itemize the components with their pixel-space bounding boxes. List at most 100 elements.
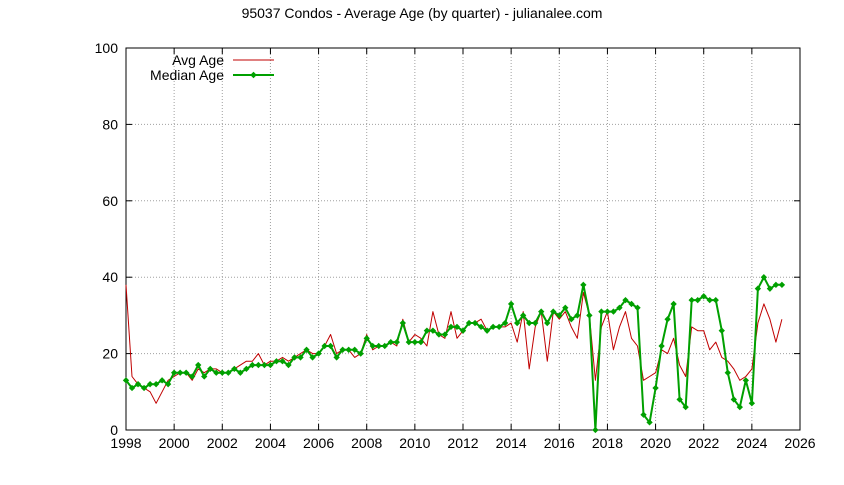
x-tick-label: 2004: [255, 435, 286, 451]
data-point: [140, 384, 148, 392]
data-point: [562, 304, 569, 311]
data-point: [604, 308, 611, 315]
data-point: [477, 323, 485, 331]
data-point: [700, 293, 707, 300]
data-point: [339, 346, 346, 353]
data-point: [718, 327, 725, 334]
data-point: [327, 342, 334, 350]
data-point: [134, 380, 142, 388]
data-point: [333, 354, 340, 361]
data-point: [550, 308, 557, 315]
data-point: [694, 296, 701, 304]
data-point: [495, 323, 503, 331]
data-point: [538, 308, 545, 315]
data-point: [393, 338, 400, 346]
data-point: [742, 377, 750, 384]
x-tick-label: 2020: [640, 435, 671, 451]
y-tick-label: 100: [95, 40, 119, 56]
data-point: [201, 373, 208, 380]
data-point: [724, 369, 731, 376]
data-point: [646, 419, 653, 426]
y-tick-label: 60: [102, 193, 118, 209]
data-point: [267, 361, 274, 369]
data-point: [303, 346, 310, 353]
data-point: [315, 350, 322, 357]
data-point: [351, 346, 358, 353]
data-point: [748, 400, 756, 407]
data-point: [435, 331, 443, 338]
y-tick-label: 40: [102, 269, 118, 285]
data-point: [501, 319, 509, 327]
data-point: [556, 312, 563, 319]
data-point: [345, 346, 352, 353]
data-point: [195, 361, 202, 369]
data-point: [441, 331, 449, 338]
data-point: [459, 327, 467, 334]
data-point: [610, 308, 617, 315]
data-point: [682, 403, 689, 411]
data-point: [381, 342, 388, 350]
x-tick-label: 1998: [110, 435, 141, 451]
data-point: [369, 342, 376, 350]
data-point: [447, 323, 455, 331]
data-point: [766, 285, 774, 292]
x-tick-label: 2010: [399, 435, 430, 451]
x-tick-label: 2006: [303, 435, 334, 451]
data-point: [592, 426, 599, 434]
data-point: [760, 274, 768, 281]
series-line-avg-age: [125, 284, 783, 404]
data-point: [243, 365, 250, 373]
x-tick-label: 2022: [688, 435, 719, 451]
data-point: [164, 380, 172, 388]
data-point: [520, 312, 527, 319]
series-lines: [122, 274, 786, 434]
data-point: [489, 323, 497, 331]
axes: 1998 2000 2002 2004 2006 2008 2010 2012 2014 2016…: [95, 40, 816, 451]
data-point: [772, 281, 780, 289]
data-point: [586, 312, 593, 319]
chart-title: 95037 Condos - Average Age (by quarter) …: [242, 5, 603, 21]
data-point: [730, 396, 737, 403]
data-point: [640, 411, 647, 418]
data-point: [146, 380, 154, 388]
data-point: [483, 327, 491, 334]
data-point: [285, 361, 292, 369]
data-point: [417, 338, 425, 346]
data-point: [465, 319, 473, 327]
data-point: [357, 350, 364, 357]
data-point: [580, 281, 587, 289]
data-point: [513, 319, 521, 327]
data-point: [429, 327, 437, 334]
data-point: [297, 354, 304, 361]
data-point: [219, 369, 226, 376]
data-point: [706, 296, 713, 304]
data-point: [622, 296, 629, 304]
data-point: [261, 361, 268, 369]
data-point: [507, 300, 515, 308]
data-point: [189, 373, 196, 380]
x-tick-label: 2016: [544, 435, 575, 451]
data-point: [279, 358, 286, 365]
legend-label-median-age: Median Age: [150, 67, 224, 83]
data-point: [736, 403, 743, 411]
data-point: [183, 369, 190, 376]
x-tick-label: 2000: [159, 435, 190, 451]
data-point: [405, 338, 413, 346]
x-tick-label: 2018: [592, 435, 623, 451]
data-point: [471, 319, 479, 327]
data-point: [754, 285, 762, 292]
data-point: [423, 327, 431, 334]
data-point: [399, 319, 406, 327]
y-tick-label: 80: [102, 116, 118, 132]
data-point: [128, 384, 136, 392]
data-point: [170, 369, 178, 376]
data-point: [574, 312, 581, 319]
data-point: [453, 323, 461, 331]
y-tick-label: 20: [102, 346, 118, 362]
data-point: [291, 354, 298, 361]
data-point: [526, 319, 533, 327]
x-tick-label: 2002: [207, 435, 238, 451]
legend-label-avg-age: Avg Age: [172, 52, 224, 68]
data-point: [375, 342, 382, 350]
